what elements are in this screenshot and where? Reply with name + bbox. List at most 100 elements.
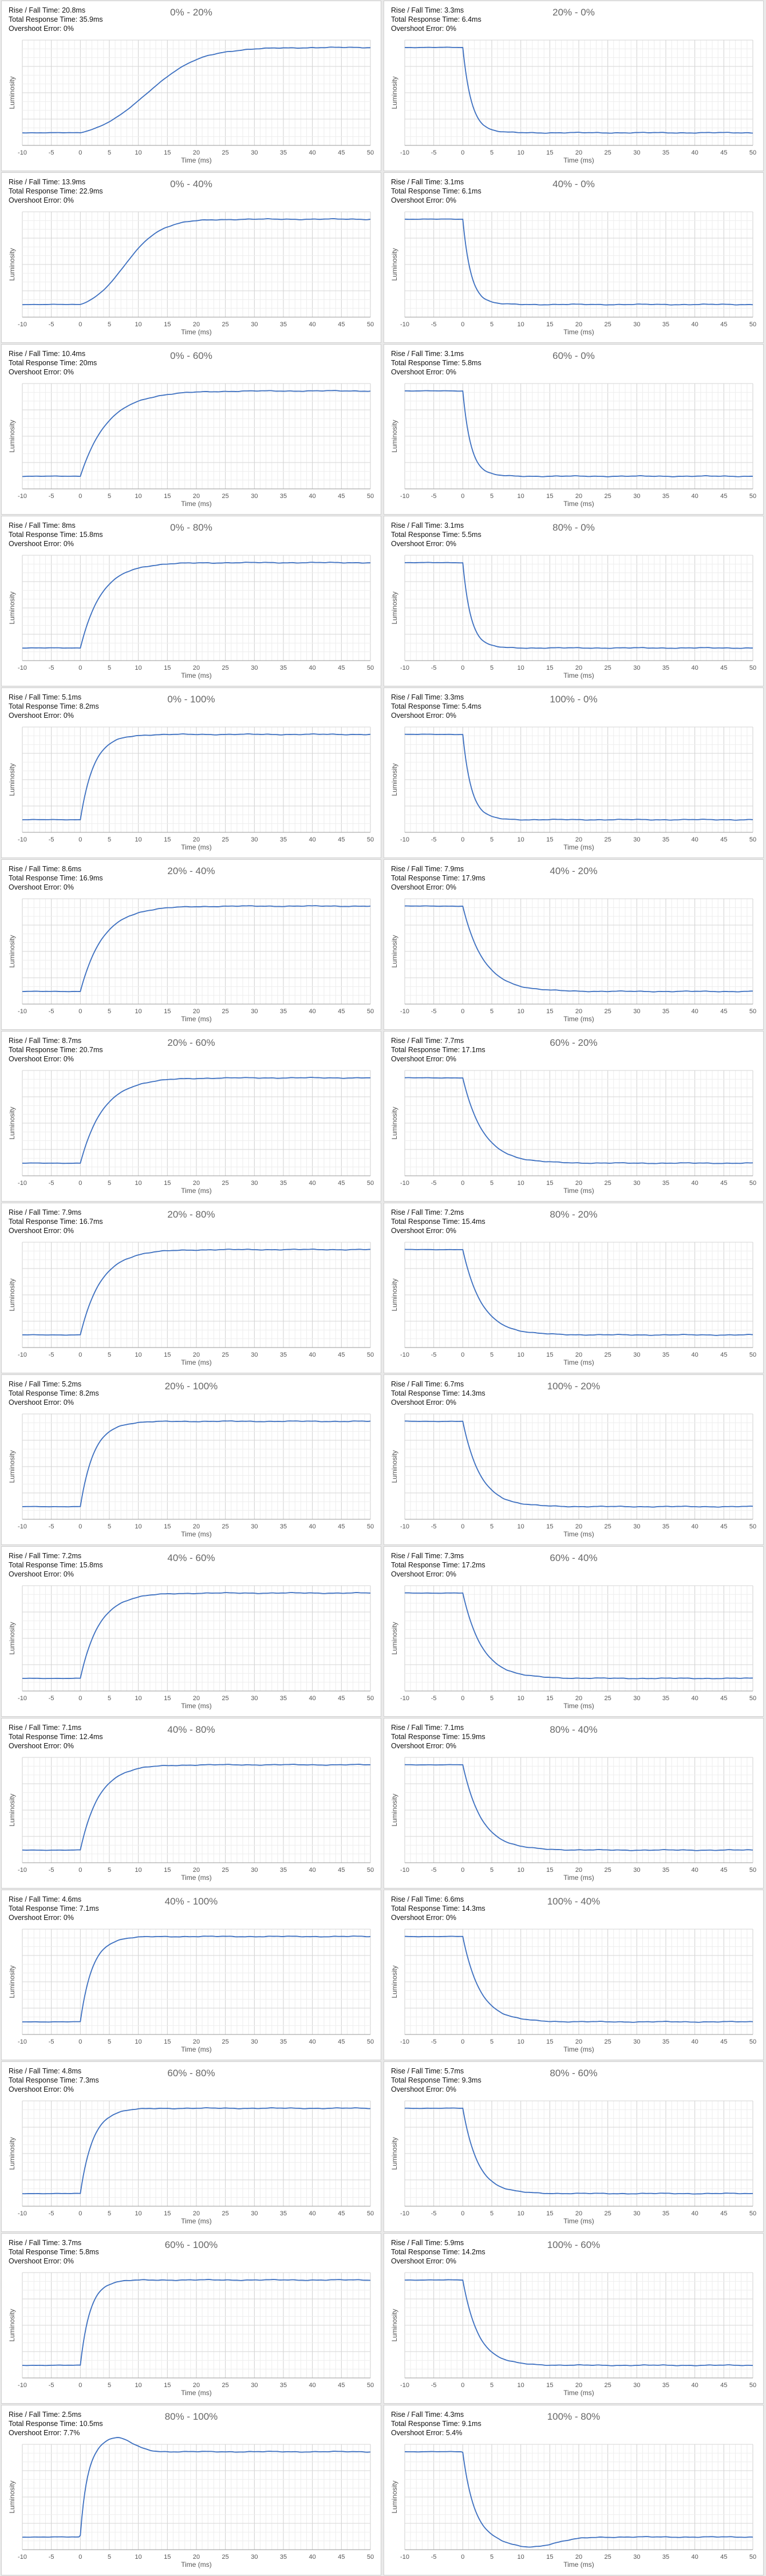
total-response-time-label: Total Response Time: (391, 187, 460, 195)
x-tick-label: -5 (431, 2210, 437, 2217)
overshoot-error-line: Overshoot Error: 0% (9, 539, 103, 548)
x-tick-label: -10 (18, 1008, 27, 1015)
chart-plot: -10 -5 0 5 10 15 20 25 30 35 40 45 50 Time (ms) Lumino… (390, 1757, 756, 1882)
gridlines (22, 211, 371, 318)
x-tick-label: 30 (633, 2210, 640, 2217)
overshoot-error-label: Overshoot Error: (391, 1742, 444, 1750)
x-tick-label: 30 (251, 149, 258, 156)
x-tick-label: 30 (633, 665, 640, 671)
total-response-time-value: 5.5ms (460, 531, 481, 539)
x-tick-label: 20 (193, 493, 200, 500)
x-tick-label: 0 (461, 665, 464, 671)
x-tick-label: 10 (135, 2038, 142, 2045)
overshoot-error-value: 0% (444, 1914, 456, 1922)
x-tick-label: 25 (605, 2038, 611, 2045)
overshoot-error-value: 0% (444, 2085, 456, 2093)
overshoot-error-line: Overshoot Error: 0% (9, 1913, 99, 1922)
x-axis-label: Time (ms) (563, 500, 594, 508)
y-axis-label: Luminosity (390, 763, 398, 796)
x-axis-label: Time (ms) (563, 2217, 594, 2225)
overshoot-error-value: 0% (61, 1398, 74, 1406)
x-tick-label: 30 (633, 2038, 640, 2045)
gridlines (22, 726, 371, 833)
total-response-time-line: Total Response Time: 5.4ms (391, 702, 481, 711)
overshoot-error-value: 0% (61, 368, 74, 376)
x-axis-label: Time (ms) (181, 1358, 212, 1366)
x-tick-label: 45 (338, 2038, 345, 2045)
x-tick-label: 40 (309, 149, 316, 156)
overshoot-error-value: 0% (61, 2257, 74, 2265)
rise-fall-time-value: 4.6ms (60, 1895, 82, 1903)
x-tick-label: 15 (164, 493, 171, 500)
x-tick-label: 20 (575, 149, 582, 156)
x-tick-label: 15 (164, 1180, 171, 1187)
x-tick-label: -10 (400, 321, 409, 328)
gridlines (404, 2272, 753, 2379)
x-tick-label: 30 (633, 1523, 640, 1530)
total-response-time-value: 17.1ms (460, 1046, 485, 1054)
luminosity-series-line (22, 1420, 371, 1508)
chart-plot: -10 -5 0 5 10 15 20 25 30 35 40 45 50 Time (ms) Lumino… (390, 726, 756, 851)
x-tick-label: 20 (193, 2382, 200, 2389)
stats-block: Rise / Fall Time: 7.3ms Total Response Ti… (391, 1551, 485, 1579)
chart-plot: -10 -5 0 5 10 15 20 25 30 35 40 45 50 Time (ms) Lumino… (390, 1929, 756, 2053)
stats-block: Rise / Fall Time: 3.1ms Total Response Ti… (391, 177, 481, 205)
x-tick-label: 15 (546, 1867, 553, 1874)
total-response-time-line: Total Response Time: 8.2ms (9, 1389, 99, 1398)
chart-panel: Rise / Fall Time: 3.3ms Total Response Ti… (384, 688, 764, 858)
x-tick-label: 40 (309, 493, 316, 500)
gridlines (22, 1413, 371, 1520)
x-tick-label: -10 (18, 2038, 27, 2045)
chart-title: 0% - 40% (170, 179, 212, 189)
x-axis-label: Time (ms) (563, 843, 594, 851)
x-tick-label: 45 (338, 1523, 345, 1530)
x-tick-label: 50 (749, 1867, 756, 1874)
x-tick-label: 15 (546, 1352, 553, 1358)
x-tick-label: 25 (605, 665, 611, 671)
overshoot-error-line: Overshoot Error: 0% (391, 196, 481, 205)
chart-title: 0% - 60% (170, 350, 212, 361)
overshoot-error-label: Overshoot Error: (391, 196, 444, 204)
rise-fall-time-value: 2.5ms (60, 2411, 82, 2419)
total-response-time-line: Total Response Time: 12.4ms (9, 1732, 103, 1741)
chart-panel: Rise / Fall Time: 10.4ms Total Response T… (1, 344, 381, 515)
stats-block: Rise / Fall Time: 8.6ms Total Response Ti… (9, 864, 103, 892)
x-axis-label: Time (ms) (563, 1187, 594, 1195)
total-response-time-line: Total Response Time: 9.1ms (391, 2419, 481, 2428)
total-response-time-label: Total Response Time: (9, 359, 78, 367)
x-tick-label: 20 (575, 1008, 582, 1015)
x-tick-label: 20 (575, 1523, 582, 1530)
y-axis-label: Luminosity (8, 1278, 16, 1311)
x-tick-label: 5 (108, 2382, 111, 2389)
x-tick-label: 10 (518, 1523, 524, 1530)
chart-panel: Rise / Fall Time: 7.7ms Total Response Ti… (384, 1031, 764, 1202)
x-tick-label: -5 (431, 1180, 437, 1187)
chart-title: 100% - 60% (547, 2239, 601, 2250)
rise-fall-time-line: Rise / Fall Time: 3.3ms (391, 6, 481, 15)
chart-panel: Rise / Fall Time: 7.2ms Total Response Ti… (1, 1546, 381, 1717)
x-tick-label: 45 (338, 836, 345, 843)
x-tick-label: 15 (546, 1523, 553, 1530)
overshoot-error-value: 0% (444, 196, 456, 204)
total-response-time-value: 15.4ms (460, 1218, 485, 1226)
x-tick-label: 40 (309, 2554, 316, 2561)
rise-fall-time-line: Rise / Fall Time: 3.3ms (391, 693, 481, 702)
overshoot-error-label: Overshoot Error: (9, 2429, 62, 2437)
rise-fall-time-label: Rise / Fall Time: (9, 1380, 60, 1388)
overshoot-error-label: Overshoot Error: (391, 1398, 444, 1406)
overshoot-error-line: Overshoot Error: 0% (391, 1226, 485, 1235)
x-tick-label: 10 (135, 493, 142, 500)
overshoot-error-label: Overshoot Error: (391, 1570, 444, 1578)
total-response-time-line: Total Response Time: 14.3ms (391, 1389, 485, 1398)
stats-block: Rise / Fall Time: 7.2ms Total Response Ti… (9, 1551, 103, 1579)
x-tick-label: -5 (431, 2382, 437, 2389)
chart-plot: -10 -5 0 5 10 15 20 25 30 35 40 45 50 Time (ms) Lumino… (8, 2437, 374, 2569)
x-tick-label: 45 (720, 2038, 727, 2045)
x-tick-label: 30 (251, 1695, 258, 1702)
gridlines (22, 2100, 371, 2207)
chart-plot: -10 -5 0 5 10 15 20 25 30 35 40 45 50 Time (ms) Lumino… (390, 1242, 756, 1366)
chart-panel: Rise / Fall Time: 5.2ms Total Response Ti… (1, 1374, 381, 1545)
x-tick-label: -10 (400, 149, 409, 156)
gridlines (404, 1242, 753, 1348)
x-tick-label: 15 (164, 1523, 171, 1530)
